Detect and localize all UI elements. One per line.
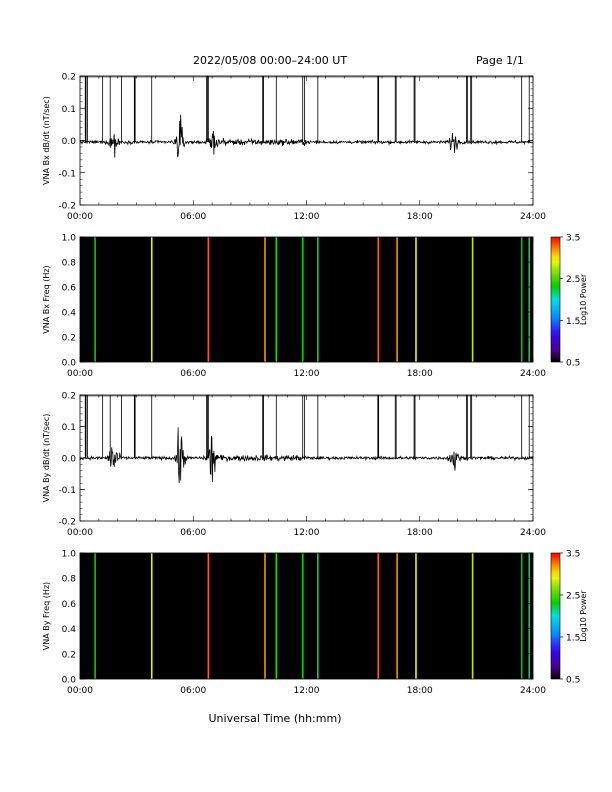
xtick-label-2: 12:00: [294, 686, 320, 696]
colorbar: [550, 236, 561, 363]
trace: [79, 114, 534, 158]
spectral-line-2: [207, 553, 210, 679]
xtick-label-1: 06:00: [180, 369, 206, 379]
colorbar-label: Log10 Power: [579, 273, 588, 325]
ytick-label-2: 0.0: [62, 455, 77, 465]
spectral-line-4: [275, 553, 278, 679]
ytick-label-2: 0.6: [62, 600, 77, 610]
ytick-label-0: 1.0: [62, 550, 77, 560]
ytick-label-0: 0.2: [62, 392, 76, 402]
spectral-line-2: [207, 237, 210, 362]
ytick-label-5: 0.0: [62, 676, 77, 686]
ylabel: VNA By dB/dt (nT/sec): [42, 414, 51, 503]
spectral-line-5: [301, 237, 304, 362]
panel-bx_spectrogram: 3.5 2.5 1.5 0.5 Log10 Power 1.0 0.8 0.6 0.4 0.2 0.…: [42, 234, 588, 380]
colorbar-tick-label-2: 1.5: [566, 317, 580, 327]
ytick-label-3: 0.4: [62, 309, 77, 319]
ytick-label-2: 0.6: [62, 284, 77, 294]
spectrogram-background: [80, 237, 533, 362]
xtick-label-4: 24:00: [520, 528, 546, 538]
ytick-label-0: 1.0: [62, 234, 77, 244]
colorbar-label: Log10 Power: [579, 590, 588, 642]
spectral-line-12: [528, 237, 531, 362]
spectral-line-6: [317, 237, 319, 362]
xtick-label-0: 00:00: [67, 528, 93, 538]
ytick-label-1: 0.1: [62, 105, 76, 115]
spectral-line-6: [317, 553, 319, 679]
spectral-line-4: [275, 237, 278, 362]
ytick-label-1: 0.8: [62, 575, 77, 585]
page-title: 2022/05/08 00:00–24:00 UT: [193, 54, 348, 67]
colorbar-tick-label-2: 1.5: [566, 634, 580, 644]
spectrogram-background: [80, 553, 533, 679]
spectral-line-5: [301, 553, 304, 679]
xtick-label-4: 24:00: [520, 212, 546, 222]
spectral-line-1: [150, 553, 153, 679]
xtick-label-0: 00:00: [67, 369, 93, 379]
page-number: Page 1/1: [476, 54, 524, 67]
colorbar-tick-label-0: 3.5: [566, 234, 580, 244]
panel-by_timeseries: 0.2 0.1 0.0 -0.1 -0.200:00 06:00 12:00 18:00 24:…: [42, 392, 546, 539]
spectral-line-0: [94, 553, 96, 679]
xtick-label-3: 18:00: [407, 212, 433, 222]
ytick-label-4: 0.2: [62, 334, 76, 344]
spectral-line-9: [415, 237, 417, 362]
xtick-label-4: 24:00: [520, 369, 546, 379]
ylabel: VNA Bx Freq (Hz): [42, 265, 51, 333]
spectral-line-11: [520, 553, 523, 679]
xtick-label-1: 06:00: [180, 212, 206, 222]
spectral-line-11: [520, 237, 523, 362]
panel-by_spectrogram: 3.5 2.5 1.5 0.5 Log10 Power 1.0 0.8 0.6 0.4 0.2 0.…: [42, 550, 588, 697]
xtick-label-3: 18:00: [407, 686, 433, 696]
xtick-label-1: 06:00: [180, 686, 206, 696]
xtick-label-4: 24:00: [520, 686, 546, 696]
xtick-label-2: 12:00: [294, 528, 320, 538]
ytick-label-1: 0.8: [62, 259, 77, 269]
ytick-label-0: 0.2: [62, 73, 76, 83]
spectral-line-7: [377, 237, 380, 362]
spectral-line-7: [377, 553, 380, 679]
ytick-label-3: -0.1: [58, 169, 76, 179]
colorbar-tick-label-3: 0.5: [566, 676, 580, 686]
plot-frame: [79, 75, 534, 206]
xtick-label-2: 12:00: [294, 212, 320, 222]
ytick-label-2: 0.0: [62, 137, 77, 147]
ytick-label-4: 0.2: [62, 650, 76, 660]
ylabel: VNA By Freq (Hz): [42, 582, 51, 650]
x-axis-label: Universal Time (hh:mm): [209, 712, 342, 725]
colorbar: [550, 552, 561, 680]
xtick-label-0: 00:00: [67, 212, 93, 222]
xtick-label-3: 18:00: [407, 369, 433, 379]
panel-bx_timeseries: 0.2 0.1 0.0 -0.1 -0.200:00 06:00 12:00 18:00 24:…: [42, 73, 546, 223]
spectral-line-8: [396, 553, 398, 679]
spectral-line-0: [94, 237, 96, 362]
xtick-label-1: 06:00: [180, 528, 206, 538]
trace: [79, 427, 534, 484]
colorbar-tick-label-1: 2.5: [566, 275, 580, 285]
ytick-label-5: 0.0: [62, 359, 77, 369]
spectral-line-8: [396, 237, 398, 362]
ylabel: VNA Bx dB/dt (nT/sec): [42, 96, 51, 185]
spectral-line-10: [471, 553, 474, 679]
xtick-label-0: 00:00: [67, 686, 93, 696]
spectral-line-9: [415, 553, 417, 679]
spectral-line-3: [264, 237, 266, 362]
spectral-line-10: [471, 237, 474, 362]
ytick-label-4: -0.2: [58, 518, 76, 528]
ytick-label-4: -0.2: [58, 202, 76, 212]
ytick-label-3: -0.1: [58, 486, 76, 496]
colorbar-tick-label-1: 2.5: [566, 592, 580, 602]
ytick-label-1: 0.1: [62, 423, 76, 433]
xtick-label-2: 12:00: [294, 369, 320, 379]
ytick-label-3: 0.4: [62, 625, 77, 635]
xtick-label-3: 18:00: [407, 528, 433, 538]
colorbar-tick-label-0: 3.5: [566, 550, 580, 560]
spectral-line-1: [150, 237, 153, 362]
spectral-line-12: [528, 553, 531, 679]
spectral-line-3: [264, 553, 266, 679]
colorbar-tick-label-3: 0.5: [566, 359, 580, 369]
